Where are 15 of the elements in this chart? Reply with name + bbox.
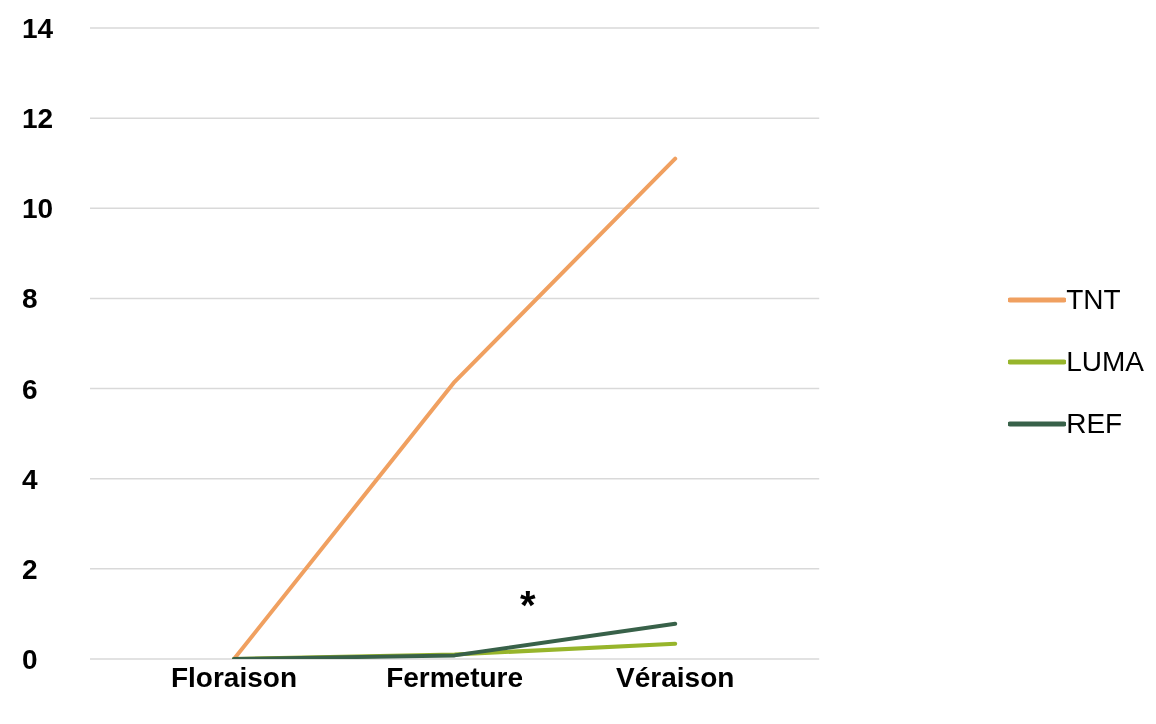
legend-label: LUMA — [1066, 346, 1144, 378]
y-tick-label: 6 — [22, 373, 38, 405]
y-tick-label: 12 — [22, 103, 54, 135]
x-tick-label: Floraison — [170, 661, 298, 693]
y-tick-label: 10 — [22, 193, 54, 225]
legend-label: TNT — [1066, 284, 1121, 316]
x-tick-label: Véraison — [616, 661, 735, 693]
y-tick-label: 0 — [22, 644, 38, 675]
y-tick-label: 2 — [22, 553, 38, 585]
y-tick-label: 4 — [22, 463, 38, 495]
y-tick-label: 8 — [22, 283, 38, 315]
y-tick-label: 14 — [22, 13, 54, 44]
x-tick-label: Fermeture — [386, 661, 524, 693]
annotation: * — [520, 583, 536, 628]
legend-label: REF — [1066, 408, 1123, 440]
